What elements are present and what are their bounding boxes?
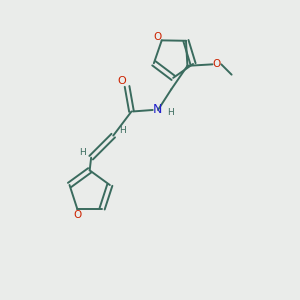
Text: O: O [153, 32, 161, 42]
Text: O: O [74, 210, 82, 220]
Text: H: H [79, 148, 86, 157]
Text: H: H [119, 126, 126, 135]
Text: O: O [213, 59, 221, 69]
Text: N: N [153, 103, 162, 116]
Text: H: H [167, 108, 174, 117]
Text: O: O [117, 76, 126, 86]
